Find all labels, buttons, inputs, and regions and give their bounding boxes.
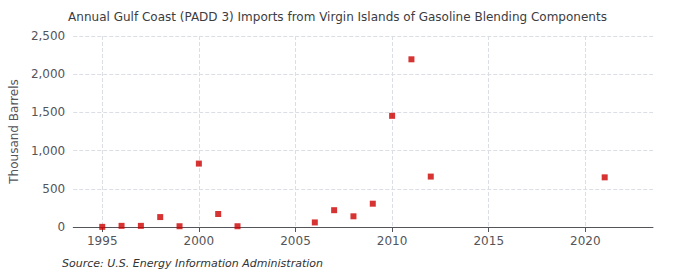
svg-text:2010: 2010 (377, 234, 408, 248)
svg-text:1,500: 1,500 (31, 105, 65, 119)
svg-text:1995: 1995 (87, 234, 118, 248)
svg-text:2,000: 2,000 (31, 67, 65, 81)
svg-text:2015: 2015 (473, 234, 504, 248)
svg-text:Annual Gulf Coast (PADD 3) Imp: Annual Gulf Coast (PADD 3) Imports from … (68, 10, 607, 24)
svg-text:Source: U.S. Energy Informatio: Source: U.S. Energy Information Administ… (62, 257, 323, 270)
svg-text:1,000: 1,000 (31, 144, 65, 158)
svg-text:500: 500 (42, 182, 65, 196)
svg-text:2005: 2005 (280, 234, 311, 248)
svg-text:2,500: 2,500 (31, 29, 65, 43)
svg-text:0: 0 (58, 220, 66, 234)
svg-text:2000: 2000 (184, 234, 215, 248)
svg-text:Thousand Barrels: Thousand Barrels (7, 79, 21, 184)
svg-text:2020: 2020 (570, 234, 601, 248)
